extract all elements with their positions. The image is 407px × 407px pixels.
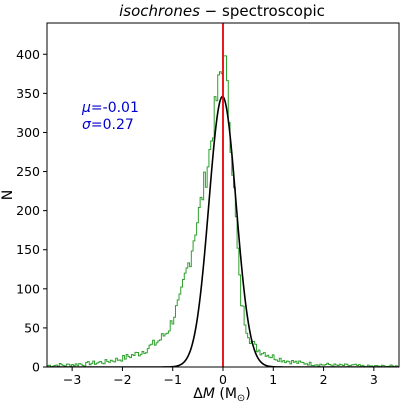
x-axis: −3 −2 −1 0 1 2 3 (63, 367, 378, 387)
histogram-series (47, 55, 399, 367)
sigma-annotation: σ=0.27 (82, 117, 134, 133)
y-tick-label: 400 (16, 47, 40, 62)
x-axis-label-delta: Δ (193, 386, 203, 402)
plot-frame (46, 22, 400, 368)
y-tick-label: 150 (16, 242, 40, 257)
x-axis-label-unit: (M (215, 386, 237, 402)
mu-value: =-0.01 (91, 100, 139, 116)
y-tick-label: 50 (24, 320, 40, 335)
y-tick-label: 300 (16, 125, 40, 140)
y-tick-label: 350 (16, 86, 40, 101)
mu-symbol: μ (81, 100, 91, 116)
y-tick-label: 250 (16, 164, 40, 179)
x-axis-label-sub: ⊙ (237, 393, 245, 404)
x-tick-label: 3 (370, 372, 378, 387)
chart-title-rest: − spectroscopic (200, 2, 325, 20)
x-tick-label: −3 (63, 372, 81, 387)
x-axis-label-close: ) (245, 386, 250, 402)
plot-content (47, 23, 399, 367)
y-tick-label: 100 (16, 281, 40, 296)
sigma-symbol: σ (82, 117, 92, 133)
chart-title: isochrones − spectroscopic (119, 2, 325, 20)
y-axis: 0 50 100 150 200 250 300 350 400 (16, 47, 47, 375)
sigma-value: =0.27 (91, 117, 134, 133)
x-axis-label-var: M (203, 386, 215, 402)
chart-title-italic: isochrones (119, 2, 200, 20)
x-tick-label: 1 (269, 372, 277, 387)
mu-annotation: μ=-0.01 (81, 100, 139, 116)
y-tick-label: 200 (16, 203, 40, 218)
x-tick-label: −2 (113, 372, 131, 387)
x-tick-label: −1 (163, 372, 181, 387)
y-axis-label: N (0, 190, 16, 200)
x-tick-label: 2 (320, 372, 328, 387)
y-tick-label: 0 (32, 360, 40, 375)
x-axis-label: ΔM (M⊙) (193, 386, 251, 404)
x-tick-label: 0 (219, 372, 227, 387)
